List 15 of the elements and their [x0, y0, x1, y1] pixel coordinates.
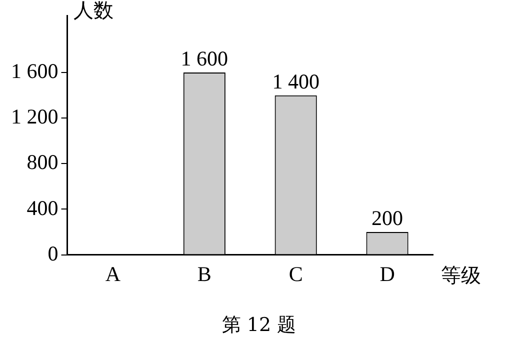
y-tick-label: 0 — [48, 241, 58, 266]
y-tick-label: 1 600 — [11, 59, 58, 84]
x-axis-title: 等级 — [441, 263, 481, 288]
text: 第 12 题 — [220, 313, 298, 338]
x-tick-label: A — [105, 262, 122, 286]
x-tick-label: D — [380, 262, 395, 286]
data-label: 1 400 — [272, 69, 320, 94]
x-tick-label: C — [288, 262, 303, 286]
data-label: 1 600 — [180, 46, 228, 71]
y-tick-label: 800 — [26, 150, 58, 174]
y-tick-label: 1 200 — [11, 104, 58, 129]
x-tick-label: B — [197, 262, 212, 286]
data-label: 200 — [372, 206, 404, 230]
y-tick-label: 400 — [26, 196, 58, 220]
y-axis-title: 人数 — [73, 0, 114, 22]
